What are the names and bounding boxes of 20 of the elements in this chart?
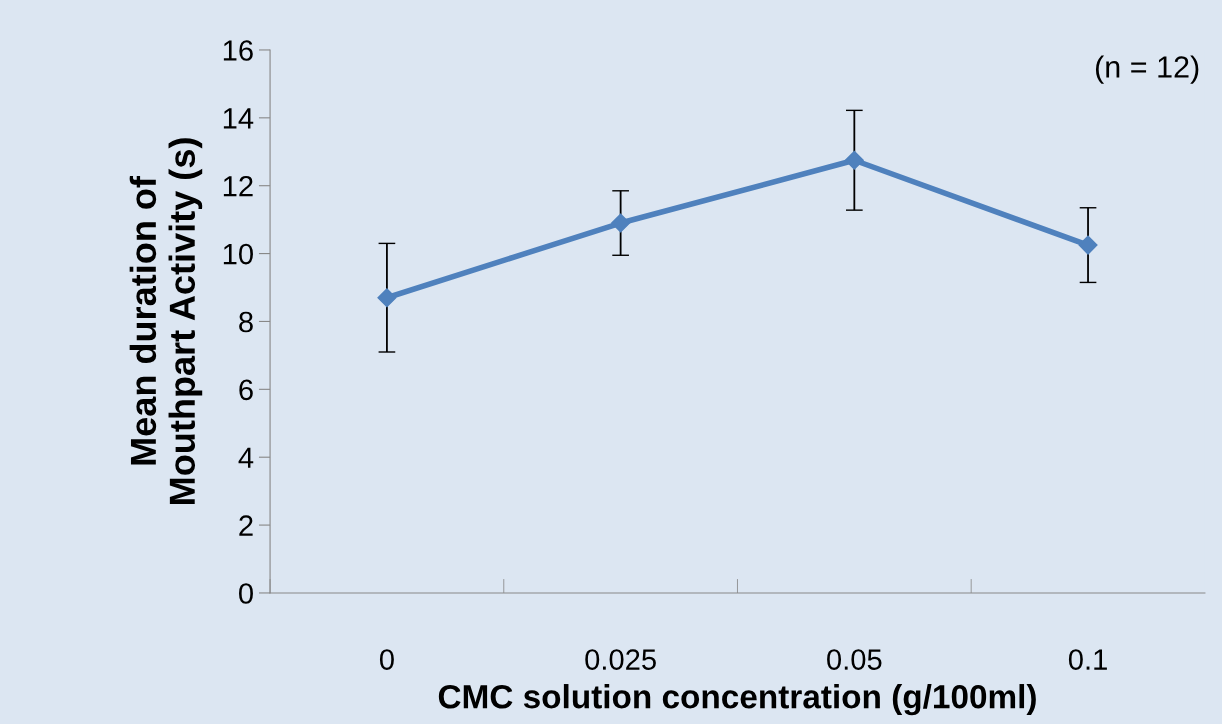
y-tick-label: 16 [223, 40, 253, 61]
y-tick-label: 0 [239, 583, 253, 604]
y-tick-label: 12 [223, 175, 253, 197]
y-tick-label: 2 [239, 515, 253, 536]
x-axis-title: CMC solution concentration (g/100ml) [438, 684, 1036, 716]
y-axis-title: Mean duration of Mouthpart Activity (s) [129, 138, 203, 504]
y-tick-label: 4 [238, 447, 254, 468]
x-tick-label: 0.025 [585, 649, 656, 670]
y-tick-label: 14 [223, 108, 254, 129]
point [844, 150, 864, 170]
annotation: (n = 12) [1095, 55, 1199, 84]
point [611, 213, 631, 233]
y-tick-label: 10 [223, 243, 253, 265]
point [377, 288, 397, 308]
x-tick-label: 0.05 [827, 649, 882, 670]
y-tick-label: 6 [239, 379, 253, 401]
x-tick-label: 0.1 [1068, 649, 1107, 670]
x-tick-label: 0 [379, 649, 394, 670]
y-tick-label: 8 [239, 311, 253, 333]
point [1078, 235, 1098, 255]
